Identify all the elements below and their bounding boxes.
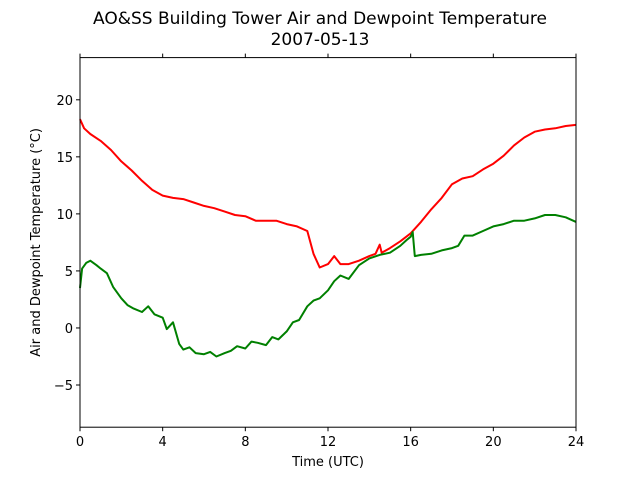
x-tick-label: 24 bbox=[568, 435, 585, 450]
x-tick-label: 20 bbox=[485, 435, 502, 450]
x-axis-label: Time (UTC) bbox=[291, 455, 364, 470]
series-line-1 bbox=[79, 214, 577, 358]
y-tick-label: 20 bbox=[56, 94, 73, 109]
chart-title: AO&SS Building Tower Air and Dewpoint Te… bbox=[93, 9, 547, 29]
y-axis: −5 0 5 10 15 20 bbox=[54, 94, 80, 394]
chart-subtitle: 2007-05-13 bbox=[271, 30, 370, 50]
x-tick-label: 16 bbox=[402, 435, 419, 450]
x-axis: 0 4 8 12 16 20 24 bbox=[76, 53, 585, 450]
x-tick-label: 0 bbox=[76, 435, 84, 450]
y-tick-label: 0 bbox=[65, 322, 73, 337]
y-tick-label: 10 bbox=[56, 208, 73, 223]
y-tick-label: 15 bbox=[56, 151, 73, 166]
plot-frame bbox=[79, 57, 577, 428]
y-axis-label: Air and Dewpoint Temperature (°C) bbox=[29, 128, 44, 357]
y-tick-label: 5 bbox=[65, 265, 73, 280]
y-tick-label: −5 bbox=[54, 379, 73, 394]
series-layer bbox=[79, 118, 577, 358]
x-tick-label: 8 bbox=[241, 435, 249, 450]
x-tick-label: 12 bbox=[320, 435, 337, 450]
x-tick-label: 4 bbox=[159, 435, 167, 450]
series-line-0 bbox=[79, 118, 577, 269]
